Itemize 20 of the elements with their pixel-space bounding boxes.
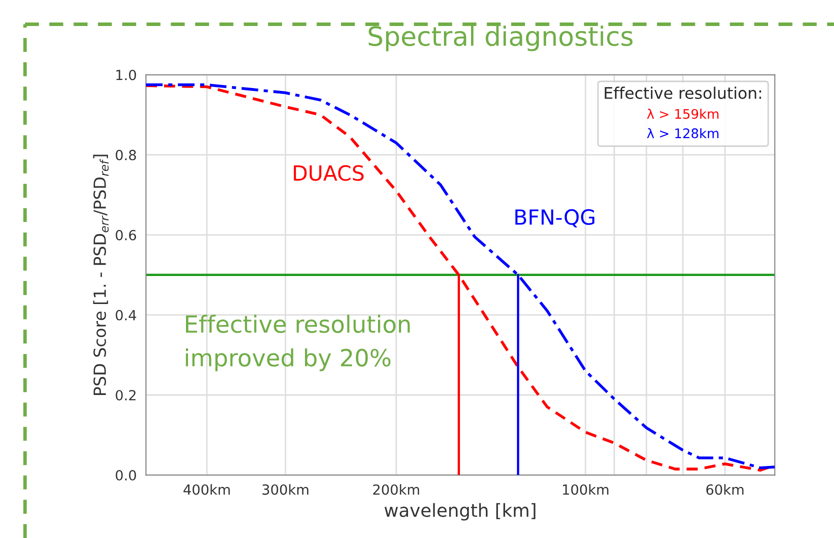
- chart-title: Spectral diagnostics: [368, 26, 633, 52]
- legend-title: Effective resolution:: [604, 86, 762, 100]
- annotation: BFN-QG: [515, 209, 594, 228]
- x-axis-title: wavelength [km]: [384, 503, 536, 521]
- annotation: DUACS: [294, 165, 364, 181]
- x-tick-label: 300km: [262, 484, 308, 495]
- text: λ > 159km: [647, 108, 718, 119]
- y-tick-label: 0.0: [116, 470, 136, 481]
- y-tick-label: 0.2: [116, 390, 136, 400]
- text: λ > 128km: [647, 128, 718, 138]
- y-tick-label: 0.6: [116, 230, 136, 240]
- y-axis-title: PSD Score [1. - PSD$_{err}$/PSD$_{ref}$]: [93, 154, 109, 395]
- y-tick-label: 0.4: [116, 310, 136, 320]
- x-tick-label: 400km: [184, 484, 230, 495]
- y-tick-label: 1.0: [116, 70, 136, 80]
- annotation: Effective resolution improved by 20%: [186, 314, 410, 372]
- x-tick-label: 200km: [373, 484, 420, 495]
- x-tick-label: 100km: [562, 484, 608, 495]
- x-tick-label: 60km: [706, 484, 744, 495]
- y-tick-label: 0.8: [116, 150, 136, 160]
